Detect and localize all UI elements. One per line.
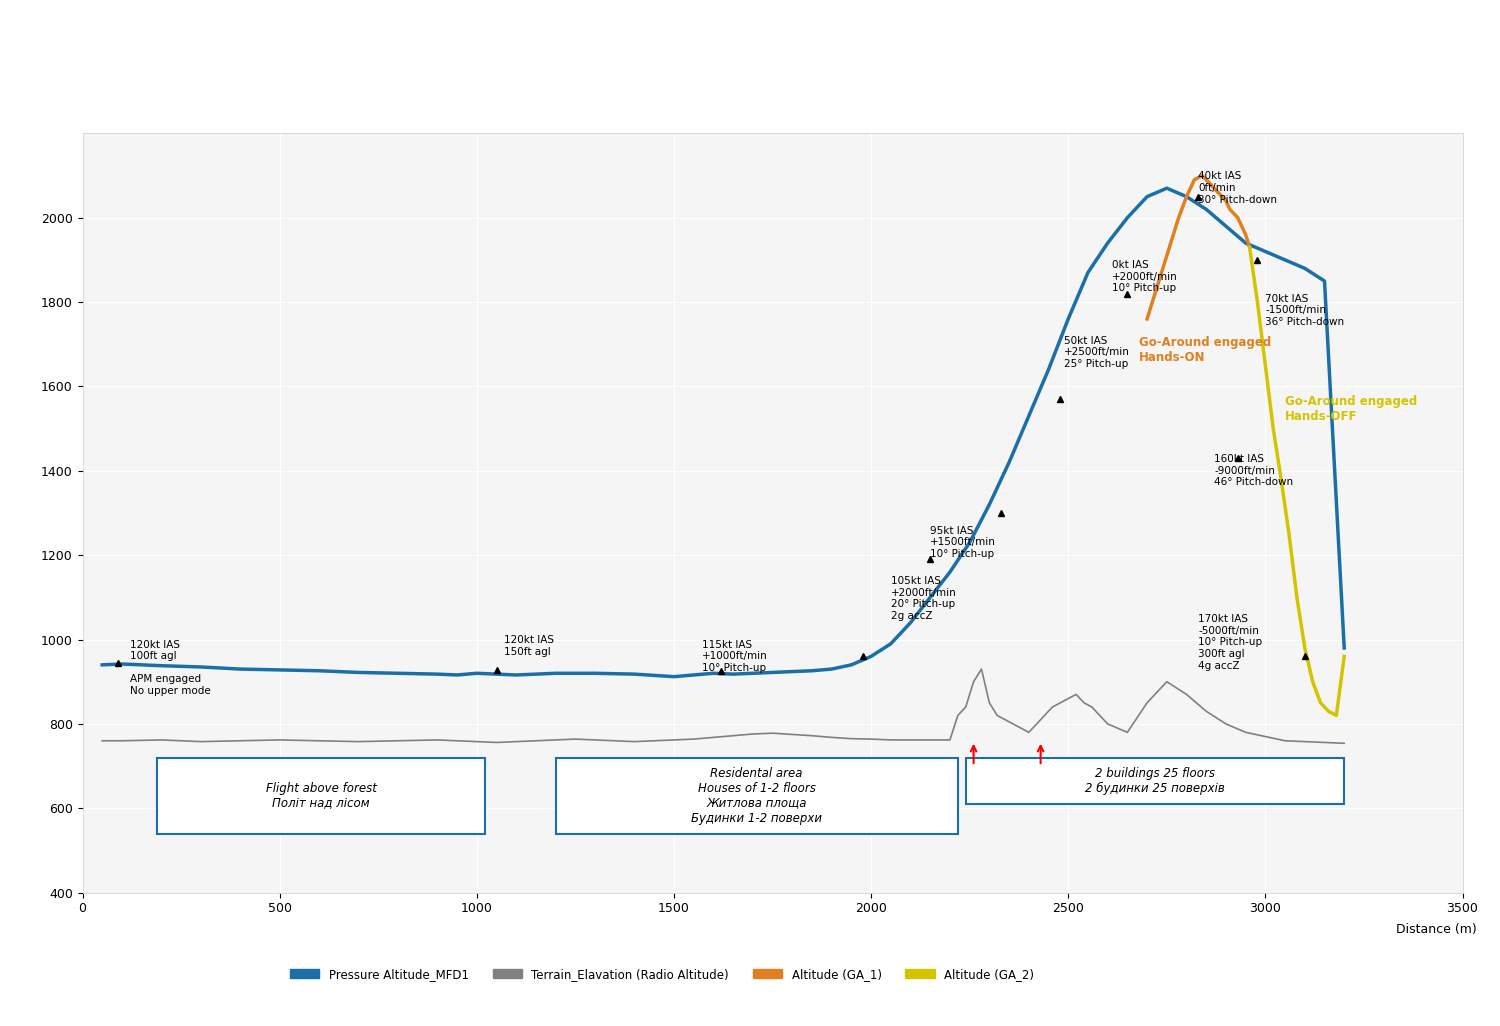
Bar [15, 12, 22, 111]
Text: 120kt IAS
100ft agl

APM engaged
No upper mode: 120kt IAS 100ft agl APM engaged No upper… [130, 639, 210, 696]
Text: РОЗСЛІДУВАНЬ: РОЗСЛІДУВАНЬ [60, 80, 135, 89]
Text: 70kt IAS
-1500ft/min
36° Pitch-down: 70kt IAS -1500ft/min 36° Pitch-down [1266, 293, 1344, 327]
Text: 0kt IAS
+2000ft/min
10° Pitch-up: 0kt IAS +2000ft/min 10° Pitch-up [1112, 260, 1178, 293]
Text: Go-Around engaged
Hands-ON: Go-Around engaged Hands-ON [1138, 336, 1272, 364]
FancyBboxPatch shape [158, 757, 485, 833]
Text: ДЕРЖАВНЕ БЮРО: ДЕРЖАВНЕ БЮРО [60, 43, 147, 52]
Text: 95kt IAS
+1500ft/min
10° Pitch-up: 95kt IAS +1500ft/min 10° Pitch-up [930, 525, 996, 559]
Text: 105kt IAS
+2000ft/min
20° Pitch-up
2g accZ: 105kt IAS +2000ft/min 20° Pitch-up 2g ac… [891, 577, 957, 621]
Text: 40kt IAS
0ft/min
30° Pitch-down: 40kt IAS 0ft/min 30° Pitch-down [1198, 171, 1278, 204]
Text: Residental area
Houses of 1-2 floors
Житлова площа
Будинки 1-2 поверхи: Residental area Houses of 1-2 floors Жит… [692, 766, 822, 825]
Text: 2 buildings 25 floors
2 будинки 25 поверхів: 2 buildings 25 floors 2 будинки 25 повер… [1084, 766, 1226, 795]
FancyBboxPatch shape [966, 757, 1344, 804]
Text: Flight above forest
Політ над лісом: Flight above forest Політ над лісом [266, 782, 376, 810]
Text: 120kt IAS
150ft agl: 120kt IAS 150ft agl [504, 635, 555, 657]
Bar [26, 12, 33, 86]
Text: 50kt IAS
+2500ft/min
25° Pitch-up: 50kt IAS +2500ft/min 25° Pitch-up [1065, 336, 1130, 369]
Legend: Pressure Altitude_MFD1, Terrain_Elavation (Radio Altitude), Altitude (GA_1), Alt: Pressure Altitude_MFD1, Terrain_Elavatio… [285, 963, 1040, 985]
Text: РЕКОНСТРУКЦІЯ ТРАЄКТОРІї ПОЛЬОТУ – ОСТАННІ 1 ХВ. 30 С: РЕКОНСТРУКЦІЯ ТРАЄКТОРІї ПОЛЬОТУ – ОСТАН… [408, 79, 1092, 98]
Text: FLIGHT PATH RECONSTRUCTION – LAST 1MIN30S: FLIGHT PATH RECONSTRUCTION – LAST 1MIN30… [484, 25, 1016, 44]
Text: 115kt IAS
+1000ft/min
10° Pitch-up: 115kt IAS +1000ft/min 10° Pitch-up [702, 639, 768, 673]
Text: 160kt IAS
-9000ft/min
46° Pitch-down: 160kt IAS -9000ft/min 46° Pitch-down [1214, 453, 1293, 487]
Text: 170kt IAS
-5000ft/min
10° Pitch-up
300ft agl
4g accZ: 170kt IAS -5000ft/min 10° Pitch-up 300ft… [1198, 615, 1263, 671]
FancyBboxPatch shape [555, 757, 958, 833]
Text: Go-Around engaged
Hands-OFF: Go-Around engaged Hands-OFF [1286, 395, 1418, 423]
Bar [36, 12, 44, 62]
X-axis label: Distance (m): Distance (m) [1395, 923, 1476, 936]
